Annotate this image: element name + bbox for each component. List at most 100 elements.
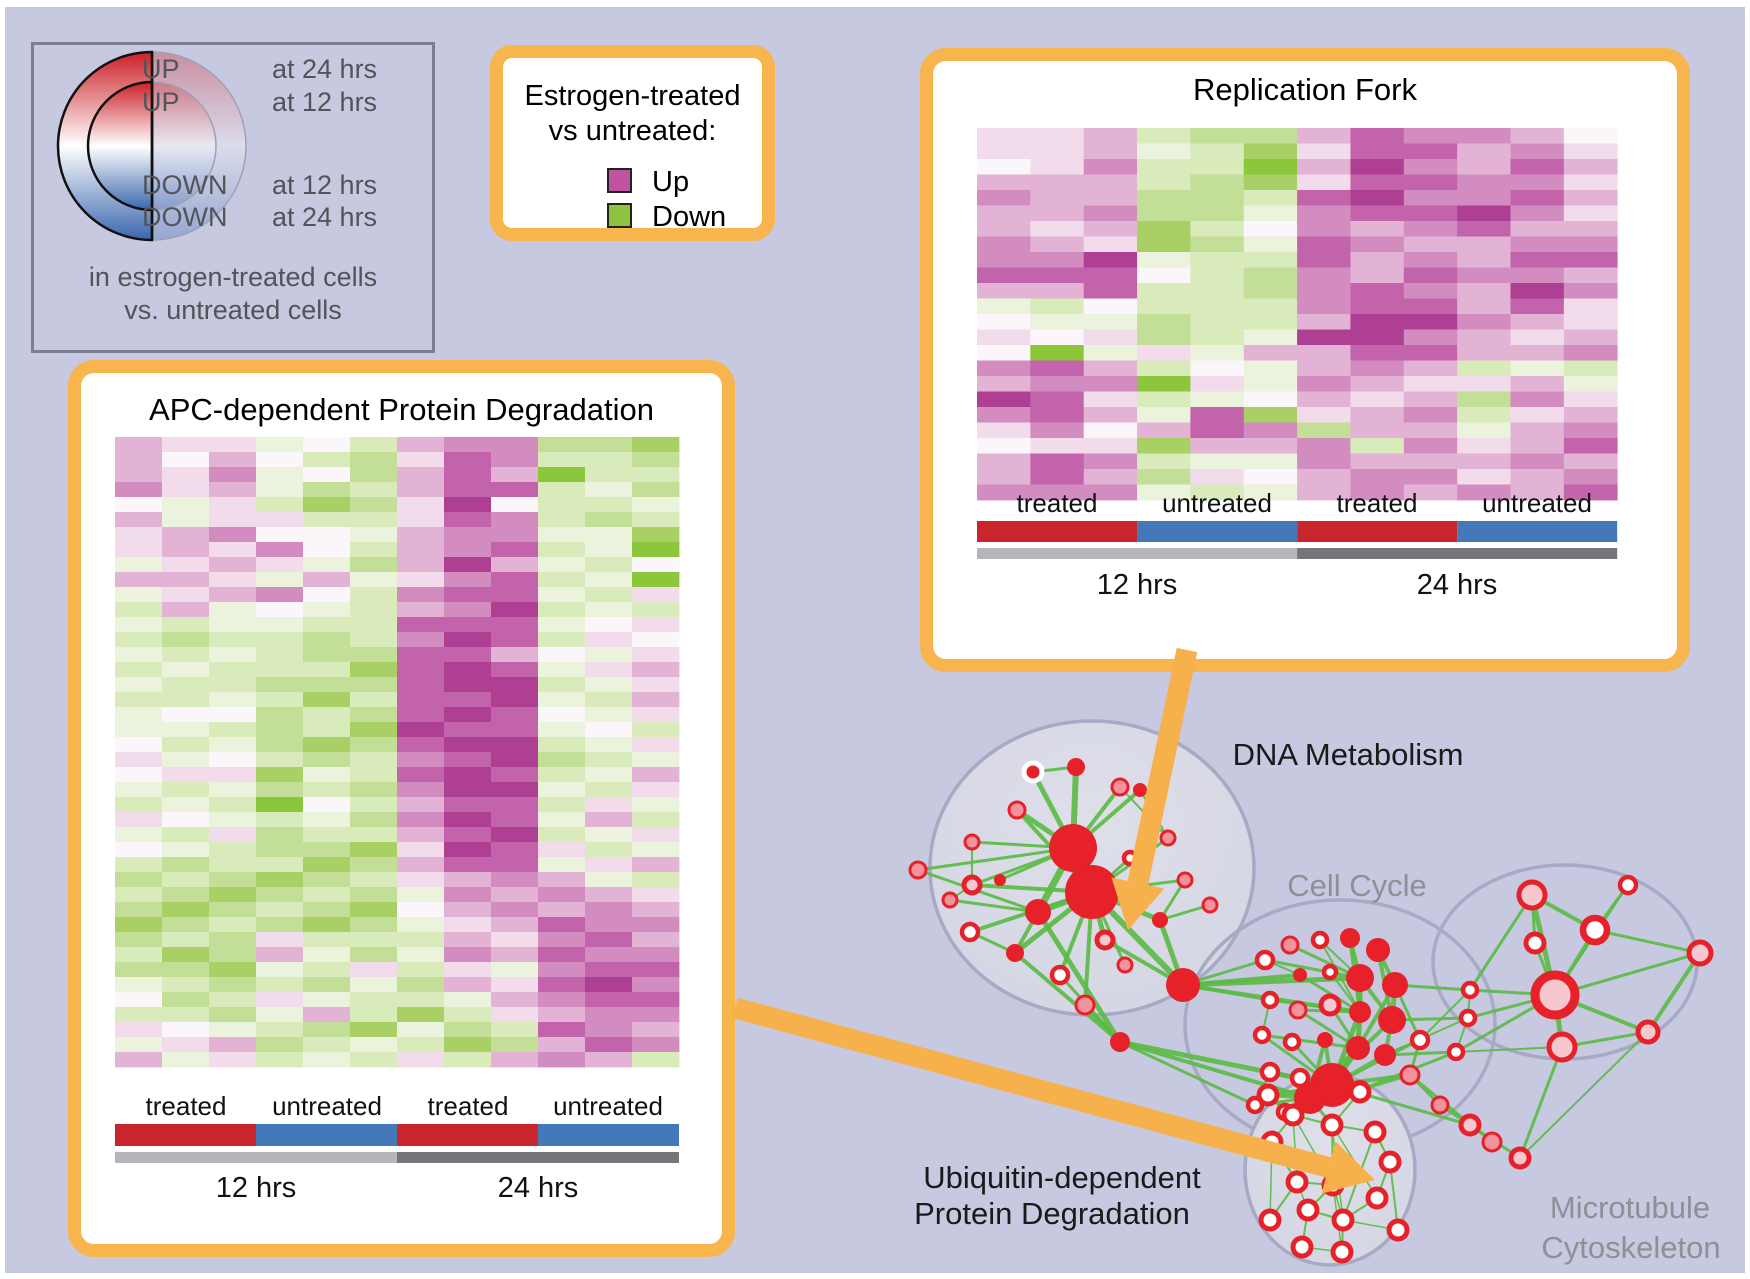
apc-heatmap-cell	[397, 1052, 445, 1068]
apc-heatmap-cell	[397, 692, 445, 708]
network-edge	[1261, 1033, 1359, 1050]
replication_fork-heatmap-cell	[1083, 236, 1138, 253]
network-node	[1074, 994, 1096, 1016]
apc-heatmap-cell	[538, 1007, 586, 1023]
apc-heatmap-cell	[303, 902, 351, 918]
replication_fork-heatmap-cell	[1563, 221, 1618, 237]
apc-heatmap-cell	[585, 512, 633, 528]
apc-heatmap-cell	[209, 842, 257, 858]
apc-heatmap-cell	[632, 437, 680, 453]
apc-heatmap-cell	[632, 662, 680, 678]
apc-heatmap-cell	[162, 797, 210, 813]
network-node	[1176, 871, 1194, 889]
apc-heatmap-cell	[162, 782, 210, 798]
network-edge	[917, 846, 1074, 872]
replication_fork-heatmap-cell	[1243, 283, 1298, 299]
replication_fork-heatmap-cell	[1403, 422, 1458, 439]
replication_fork-heatmap-cell	[1457, 314, 1511, 330]
apc-heatmap-cell	[256, 692, 304, 708]
ring-up24-label: UP	[142, 54, 180, 84]
replication_fork-heatmap-cell	[1563, 329, 1618, 346]
apc-heatmap-cell	[397, 542, 445, 558]
apc-heatmap-cell	[115, 587, 163, 603]
cell-cycle-label: Cell Cycle	[1287, 868, 1427, 903]
apc-heatmap-cell	[491, 467, 539, 483]
replication_fork-heatmap-cell	[1510, 453, 1565, 470]
apc-heatmap-cell	[256, 452, 304, 468]
network-node	[1366, 938, 1390, 962]
apc-heatmap-cell	[256, 647, 304, 663]
apc-heatmap-cell	[303, 482, 351, 498]
network-node	[1259, 1061, 1281, 1083]
apc-heatmap-cell	[256, 662, 304, 678]
apc-heatmap-cell	[397, 992, 445, 1008]
replication_fork-heatmap-cell	[1563, 190, 1618, 206]
replication_fork-heatmap-cell	[1190, 236, 1245, 253]
network-edge	[1518, 1046, 1564, 1159]
apc-heatmap-cell	[209, 782, 257, 798]
apc-heatmap-cell	[585, 1052, 633, 1068]
ring-legend-box	[31, 42, 435, 353]
network-edge	[949, 898, 1039, 914]
replication_fork-heatmap-cell	[1510, 314, 1565, 330]
replication_fork-heatmap-cell	[1403, 360, 1458, 377]
apc-heatmap-cell	[585, 707, 633, 723]
apc-heatmap-cell	[209, 752, 257, 768]
network-node	[1330, 1240, 1354, 1264]
apc-heatmap-cell	[115, 602, 163, 618]
apc-heatmap-cell	[538, 1037, 586, 1053]
apc-heatmap-cell	[162, 917, 210, 933]
apc-heatmap-cell	[538, 797, 586, 813]
replication_fork-heatmap-cell	[1457, 283, 1511, 299]
apc-heatmap-cell	[538, 767, 586, 783]
ring-legend-circle	[86, 80, 154, 212]
replication_fork-heatmap-cell	[977, 453, 1031, 470]
replication_fork-heatmap-cell	[1403, 469, 1458, 485]
apc-heatmap-cell	[350, 767, 398, 783]
replication_fork-heatmap-cell	[1243, 345, 1298, 361]
apc-heatmap-cell	[397, 602, 445, 618]
network-node	[1458, 1008, 1478, 1028]
apc-heatmap-cell	[632, 947, 680, 963]
replication_fork-heatmap-cell	[1137, 422, 1191, 439]
network-edge	[1554, 951, 1701, 997]
apc-heatmap-cell	[350, 617, 398, 633]
apc-heatmap-cell	[585, 617, 633, 633]
apc-heatmap-cell	[397, 482, 445, 498]
apc-heatmap-cell	[303, 647, 351, 663]
replication_fork-heatmap-cell	[1243, 298, 1298, 315]
apc-heatmap-cell	[256, 1052, 304, 1068]
apc-heatmap-cell	[209, 947, 257, 963]
network-node	[1296, 1198, 1320, 1222]
apc-heatmap-cell	[303, 587, 351, 603]
network-node	[1481, 1131, 1503, 1153]
network-node	[1508, 1146, 1532, 1170]
apc-heatmap-cell	[115, 827, 163, 843]
network-node	[1460, 980, 1480, 1000]
apc-heatmap-cell	[444, 857, 492, 873]
apc-heatmap-cell	[632, 1037, 680, 1053]
apc-heatmap-cell	[585, 872, 633, 888]
replication_fork-heatmap-cell	[1510, 345, 1565, 361]
network-node	[1365, 1186, 1389, 1210]
replication_fork-heatmap-cell	[1297, 174, 1351, 191]
apc-heatmap-cell	[209, 1022, 257, 1038]
replication_fork-heatmap-cell	[1190, 221, 1245, 237]
replication_fork-heatmap-cell	[1083, 469, 1138, 485]
apc-heatmap-cell	[256, 767, 304, 783]
apc-heatmap-cell	[350, 962, 398, 978]
replication_fork-heatmap-cell	[1350, 190, 1405, 206]
apc-heatmap-cell	[491, 932, 539, 948]
apc-heatmap-cell	[632, 857, 680, 873]
apc-heatmap-cell	[397, 737, 445, 753]
replication_fork-heatmap-cell	[1563, 453, 1618, 470]
apc-heatmap-cell	[632, 887, 680, 903]
replication_fork-heatmap-cell	[1457, 484, 1511, 501]
apc-heatmap-cell	[585, 977, 633, 993]
apc-heatmap-cell	[538, 452, 586, 468]
apc-heatmap-cell	[491, 617, 539, 633]
apc-heatmap-cell	[350, 557, 398, 573]
network-node	[1110, 1032, 1130, 1052]
replication_fork-heatmap-cell	[1137, 143, 1191, 160]
replication_fork-heatmap-cell	[1243, 174, 1298, 191]
